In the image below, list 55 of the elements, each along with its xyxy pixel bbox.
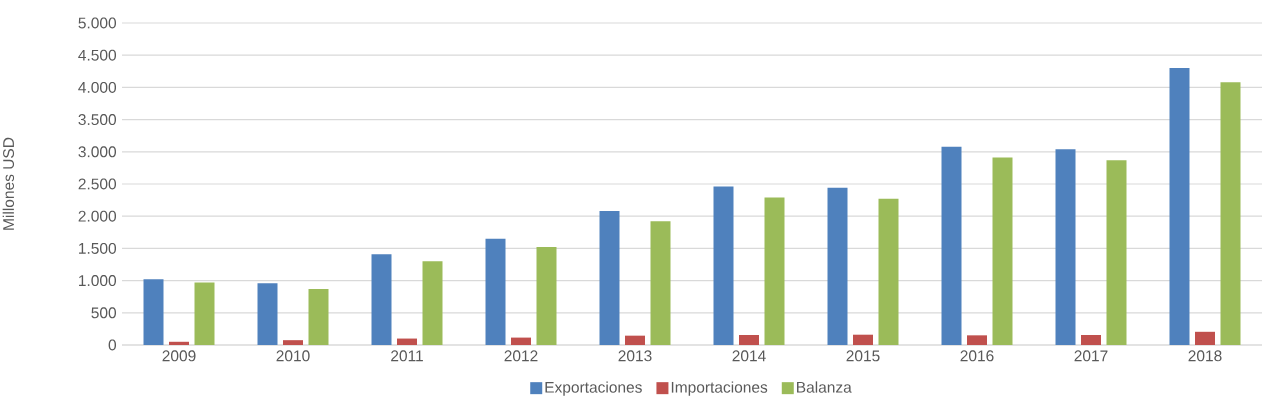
legend-label: Balanza bbox=[797, 381, 852, 393]
x-tick-label: 2016 bbox=[960, 350, 994, 362]
legend-label: Importaciones bbox=[671, 381, 768, 396]
bar bbox=[1220, 82, 1241, 345]
y-tick-label: 500 bbox=[91, 307, 117, 319]
bar bbox=[257, 283, 278, 345]
bar bbox=[1169, 68, 1190, 345]
x-tick-label: 2012 bbox=[504, 350, 538, 362]
x-tick-label: 2014 bbox=[732, 350, 766, 362]
y-axis-title: Millones USD bbox=[2, 137, 15, 230]
y-tick-label: 3.500 bbox=[78, 114, 117, 126]
y-tick-label: 1.500 bbox=[79, 242, 117, 254]
x-tick-label: 2011 bbox=[391, 350, 423, 362]
bar bbox=[1055, 149, 1076, 345]
bar bbox=[827, 187, 848, 345]
bar bbox=[992, 157, 1013, 345]
bar bbox=[536, 247, 557, 345]
x-tick-label: 2010 bbox=[276, 350, 310, 362]
x-tick-label: 2013 bbox=[618, 350, 652, 362]
bar bbox=[967, 335, 987, 345]
bar bbox=[308, 288, 329, 345]
bar bbox=[713, 186, 734, 345]
bar bbox=[485, 238, 506, 345]
y-tick-label: 4.500 bbox=[78, 49, 117, 61]
bar bbox=[143, 279, 164, 345]
legend-label: Exportaciones bbox=[545, 381, 642, 396]
bar bbox=[625, 335, 646, 345]
x-tick-label: 2009 bbox=[162, 350, 196, 362]
bar bbox=[650, 221, 671, 345]
bar bbox=[1195, 331, 1215, 345]
bar bbox=[853, 334, 873, 345]
bar bbox=[422, 261, 443, 345]
y-tick-label: 3.000 bbox=[78, 146, 117, 158]
bar bbox=[739, 335, 760, 345]
x-tick-label: 2017 bbox=[1074, 350, 1108, 362]
bar bbox=[283, 340, 304, 345]
x-tick-label: 2018 bbox=[1188, 350, 1222, 362]
bar bbox=[878, 198, 899, 345]
x-tick-label: 2015 bbox=[846, 350, 880, 362]
y-tick-label: 0 bbox=[108, 339, 117, 351]
bar bbox=[941, 146, 962, 345]
y-tick-label: 2.000 bbox=[78, 210, 117, 222]
bar bbox=[169, 341, 190, 345]
bar bbox=[397, 338, 418, 345]
bar bbox=[194, 282, 215, 345]
y-tick-label: 4.000 bbox=[78, 81, 117, 93]
y-tick-label: 5.000 bbox=[78, 17, 117, 29]
bar bbox=[1081, 335, 1101, 345]
y-tick-label: 1.000 bbox=[79, 275, 117, 287]
bar bbox=[764, 197, 785, 345]
bar bbox=[511, 337, 532, 345]
bar bbox=[599, 211, 620, 345]
bar bbox=[371, 254, 392, 345]
bar bbox=[1106, 160, 1127, 345]
y-tick-label: 2.500 bbox=[78, 178, 117, 190]
